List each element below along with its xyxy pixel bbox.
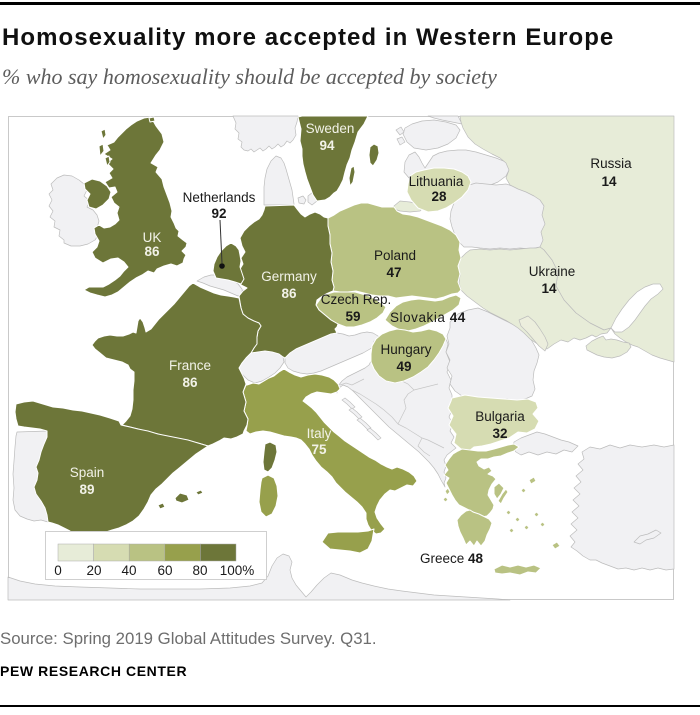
svg-text:40: 40 [121,563,136,578]
svg-text:100%: 100% [220,563,255,578]
svg-text:Slovakia 44: Slovakia 44 [390,310,466,325]
svg-text:0: 0 [54,563,62,578]
svg-text:32: 32 [492,426,507,441]
svg-text:Greece 48: Greece 48 [420,551,484,566]
svg-text:14: 14 [601,174,617,189]
svg-text:94: 94 [319,138,335,153]
svg-text:86: 86 [281,286,297,301]
svg-text:Germany: Germany [261,269,317,284]
svg-text:49: 49 [396,359,411,374]
svg-text:Russia: Russia [590,156,632,171]
svg-text:59: 59 [345,309,360,324]
svg-text:France: France [169,358,211,373]
svg-text:86: 86 [144,244,160,259]
svg-text:Sweden: Sweden [306,121,355,136]
svg-text:47: 47 [386,265,401,280]
svg-text:89: 89 [79,482,94,497]
svg-text:Italy: Italy [307,426,332,441]
svg-text:60: 60 [157,563,172,578]
svg-text:Lithuania: Lithuania [409,174,464,189]
svg-text:80: 80 [192,563,207,578]
svg-text:86: 86 [182,375,198,390]
svg-text:92: 92 [211,206,226,221]
svg-text:75: 75 [311,442,327,457]
svg-text:Ukraine: Ukraine [529,264,576,279]
svg-text:UK: UK [143,230,162,245]
svg-text:Netherlands: Netherlands [183,190,256,205]
svg-text:Bulgaria: Bulgaria [475,409,525,424]
svg-text:14: 14 [541,281,557,296]
svg-text:Spain: Spain [70,465,105,480]
svg-text:Czech Rep.: Czech Rep. [321,292,392,307]
svg-text:Hungary: Hungary [380,342,431,357]
svg-text:Poland: Poland [374,248,416,263]
svg-text:20: 20 [86,563,101,578]
svg-text:28: 28 [431,189,447,204]
